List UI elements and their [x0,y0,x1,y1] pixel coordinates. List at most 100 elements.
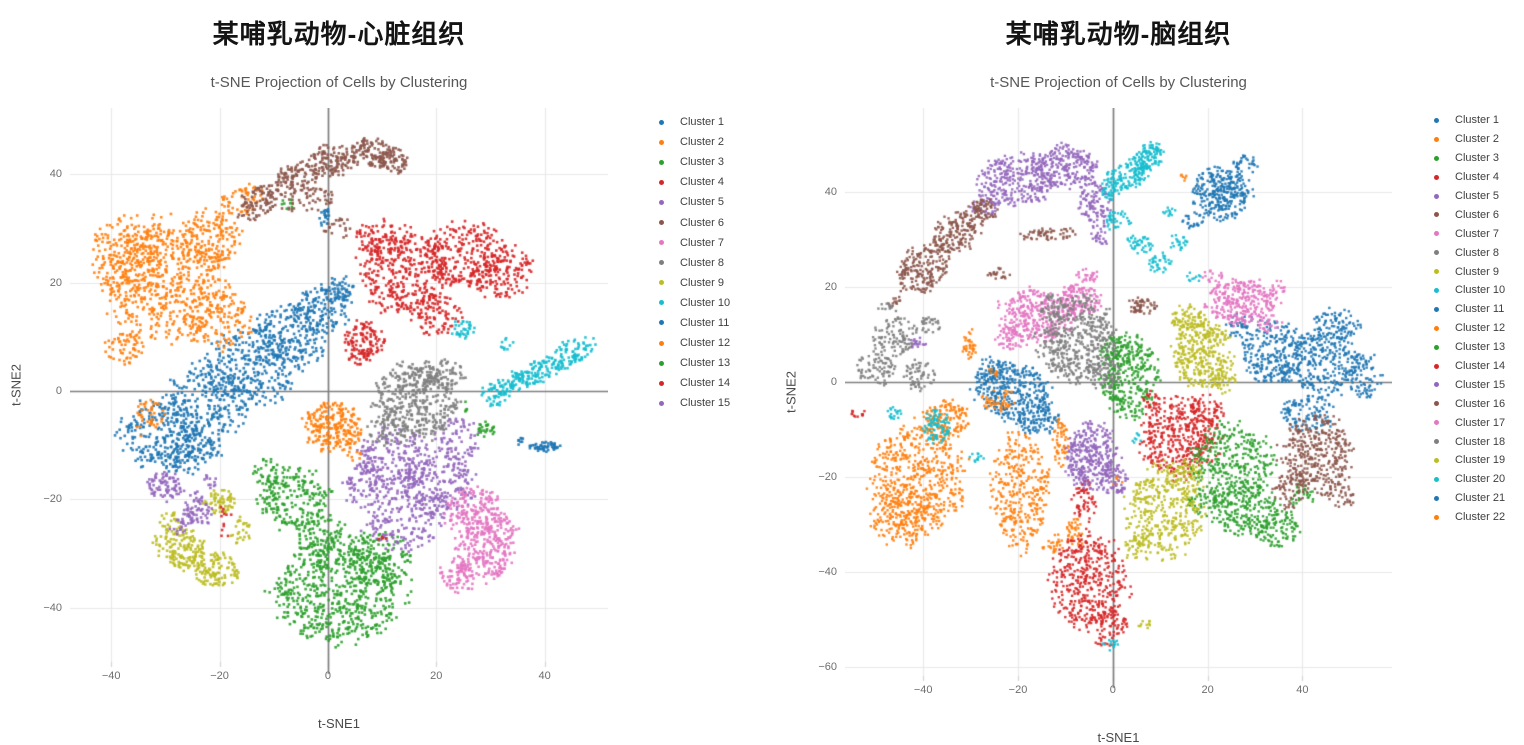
legend-item: Cluster 21 [1431,489,1505,508]
legend-swatch-icon [1434,287,1439,293]
x-tick-label: 40 [1296,684,1309,696]
legend-item: Cluster 2 [1431,130,1505,149]
legend-swatch-icon [659,320,664,326]
legend-label: Cluster 9 [1455,265,1500,278]
legend-item: Cluster 4 [656,172,730,192]
legend-item: Cluster 10 [656,293,730,313]
legend-swatch-icon [1434,155,1439,161]
legend-label: Cluster 16 [1455,397,1506,410]
legend-item: Cluster 1 [1431,111,1505,130]
legend-swatch-icon [1434,420,1439,426]
legend-label: Cluster 15 [1455,378,1506,391]
legend-swatch-icon [1434,193,1439,199]
legend-swatch-icon [1434,174,1439,180]
chart-title: t-SNE Projection of Cells by Clustering [990,74,1247,91]
legend-label: Cluster 13 [1455,341,1506,354]
plot-area [845,108,1392,692]
legend-swatch-icon [1434,495,1439,501]
x-tick-label: 20 [1201,684,1214,696]
legend-item: Cluster 15 [656,393,730,413]
legend-label: Cluster 2 [1455,133,1500,146]
legend-label: Cluster 10 [680,296,731,309]
legend-item: Cluster 14 [1431,357,1505,376]
legend-swatch-icon [1434,250,1439,256]
legend-item: Cluster 6 [656,212,730,232]
x-axis-label: t-SNE1 [1097,730,1140,745]
legend-label: Cluster 11 [680,316,730,329]
legend-label: Cluster 1 [1455,114,1500,127]
x-tick-label: 0 [324,670,331,682]
legend-item: Cluster 7 [1431,224,1505,243]
y-tick-label: −20 [43,493,62,506]
legend-label: Cluster 14 [1455,360,1506,373]
figure-title: 某哺乳动物-脑组织 [1005,19,1232,49]
legend-swatch-icon [1434,306,1439,312]
legend-swatch-icon [1434,382,1439,388]
y-tick-label: −60 [818,660,837,673]
legend-label: Cluster 3 [680,156,725,169]
y-tick-label: −40 [43,601,62,614]
legend-item: Cluster 9 [1431,262,1505,281]
legend-item: Cluster 1 [656,112,730,132]
legend-swatch-icon [659,360,664,366]
legend-item: Cluster 10 [1431,281,1505,300]
legend-item: Cluster 6 [1431,205,1505,224]
y-tick-label: 20 [824,281,837,294]
x-axis-label: t-SNE1 [318,716,360,731]
legend-swatch-icon [1434,117,1439,123]
legend-label: Cluster 8 [680,256,725,269]
legend-swatch-icon [659,340,664,346]
legend-label: Cluster 1 [680,116,725,129]
legend-swatch-icon [1434,269,1439,275]
legend-label: Cluster 15 [680,397,731,410]
legend-item: Cluster 9 [656,273,730,293]
y-tick-label: −40 [818,565,837,578]
legend-swatch-icon [659,220,664,226]
x-tick-label: −40 [101,670,121,682]
legend-item: Cluster 13 [1431,338,1505,357]
legend: Cluster 1 Cluster 2 Cluster 3 Cluster 4 Clus… [656,112,730,413]
legend-label: Cluster 5 [680,196,725,209]
legend-item: Cluster 3 [656,152,730,172]
legend-label: Cluster 4 [1455,171,1500,184]
legend-label: Cluster 14 [680,377,731,390]
legend-item: Cluster 4 [1431,168,1505,187]
legend-swatch-icon [1434,344,1439,350]
legend-label: Cluster 5 [1455,190,1500,202]
legend-item: Cluster 14 [656,373,730,393]
legend: Cluster 1 Cluster 2 Cluster 3 Cluster 4 Clus… [1431,111,1505,527]
legend-item: Cluster 7 [656,233,730,253]
x-tick-label: 0 [1109,684,1116,696]
legend-item: Cluster 2 [656,132,730,152]
legend-swatch-icon [659,380,664,386]
legend-swatch-icon [659,199,664,205]
x-tick-label: 40 [538,670,551,682]
legend-label: Cluster 13 [680,357,731,370]
legend-item: Cluster 5 [1431,187,1505,206]
legend-item: Cluster 8 [656,253,730,273]
legend-swatch-icon [659,179,664,185]
legend-label: Cluster 2 [680,136,725,149]
legend-swatch-icon [659,119,664,125]
legend-label: Cluster 22 [1455,511,1506,524]
legend-label: Cluster 7 [680,236,725,249]
legend-label: Cluster 18 [1455,435,1506,448]
y-tick-label: 40 [824,186,837,199]
legend-item: Cluster 11 [1431,300,1505,319]
chart-title: t-SNE Projection of Cells by Clustering [210,74,468,91]
legend-label: Cluster 19 [1455,454,1506,467]
legend-label: Cluster 12 [1455,322,1506,335]
legend-item: Cluster 17 [1431,413,1505,432]
legend-item: Cluster 3 [1431,149,1505,168]
legend-item: Cluster 18 [1431,432,1505,451]
legend-item: Cluster 11 [656,313,730,333]
legend-swatch-icon [659,400,664,406]
legend-label: Cluster 12 [680,337,731,350]
x-tick-label: 20 [430,670,443,682]
legend-label: Cluster 3 [1455,152,1500,165]
legend-item: Cluster 15 [1431,375,1505,394]
legend-swatch-icon [659,260,664,266]
legend-swatch-icon [659,159,664,165]
